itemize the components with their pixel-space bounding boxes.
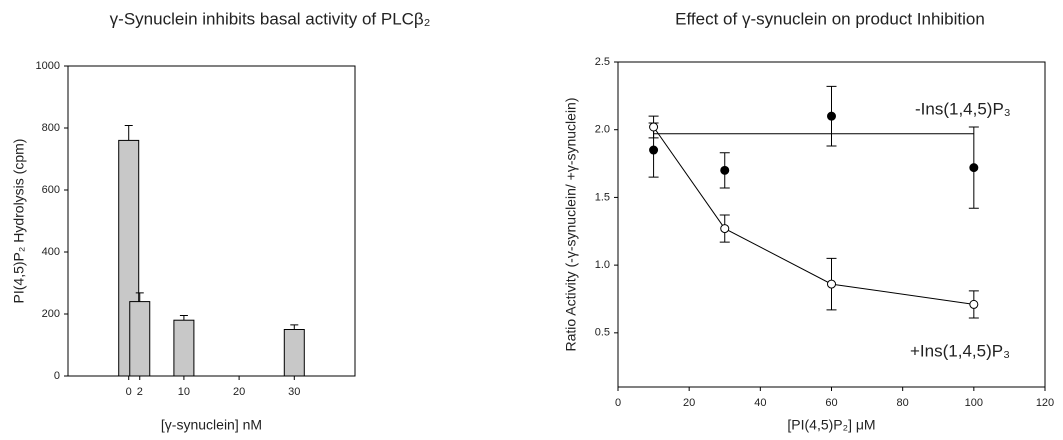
y-tick-label: 1.0 xyxy=(595,259,610,271)
plot-frame xyxy=(67,65,356,377)
x-tick-label: 20 xyxy=(233,386,245,398)
point xyxy=(827,279,836,289)
x-tick-label: 20 xyxy=(683,397,695,409)
point xyxy=(969,163,979,173)
bar xyxy=(173,319,195,377)
x-axis-label: [PI(4,5)P₂] μM xyxy=(787,417,875,433)
y-tick-label: 2.5 xyxy=(595,56,610,68)
y-tick-label: 400 xyxy=(42,246,60,258)
bar xyxy=(283,329,305,377)
x-tick-label: 10 xyxy=(178,386,190,398)
x-tick-label: 120 xyxy=(1036,397,1054,409)
bar xyxy=(129,301,151,377)
chart-title: Effect of γ-synuclein on product Inhibit… xyxy=(675,9,985,28)
point xyxy=(649,145,659,155)
x-tick-label: 100 xyxy=(965,397,983,409)
y-axis-label: Ratio Activity (-γ-synuclein/ +γ-synucle… xyxy=(563,97,579,351)
y-tick-label: 1000 xyxy=(36,60,60,72)
series-line xyxy=(653,126,974,305)
x-tick-label: 80 xyxy=(897,397,909,409)
error-bar xyxy=(135,292,144,302)
y-tick-label: 600 xyxy=(42,184,60,196)
y-tick-label: 0 xyxy=(54,370,60,382)
point xyxy=(827,111,836,121)
point xyxy=(969,299,979,309)
series-label: -Ins(1,4,5)P₃ xyxy=(915,99,1011,118)
y-tick-label: 2.0 xyxy=(595,124,610,136)
series-label: +Ins(1,4,5)P₃ xyxy=(910,341,1010,360)
error-bar xyxy=(124,125,133,141)
y-tick-label: 0.5 xyxy=(595,327,610,339)
y-tick-label: 800 xyxy=(42,122,60,134)
x-tick-label: 30 xyxy=(288,386,300,398)
y-axis-label: PI(4,5)P₂ Hydrolysis (cpm) xyxy=(11,139,27,304)
error-bar xyxy=(179,315,188,321)
x-tick-label: 2 xyxy=(137,386,143,398)
x-axis-label: [γ-synuclein] nM xyxy=(161,417,262,433)
x-tick-label: 40 xyxy=(754,397,766,409)
x-tick-label: 0 xyxy=(126,386,132,398)
x-tick-label: 60 xyxy=(825,397,837,409)
error-bar xyxy=(290,324,299,330)
chart-title: γ-Synuclein inhibits basal activity of P… xyxy=(110,9,431,28)
x-tick-label: 0 xyxy=(615,397,621,409)
y-tick-label: 200 xyxy=(42,308,60,320)
point xyxy=(720,224,730,234)
y-tick-label: 1.5 xyxy=(595,191,610,203)
point xyxy=(720,165,730,175)
point xyxy=(649,122,659,132)
